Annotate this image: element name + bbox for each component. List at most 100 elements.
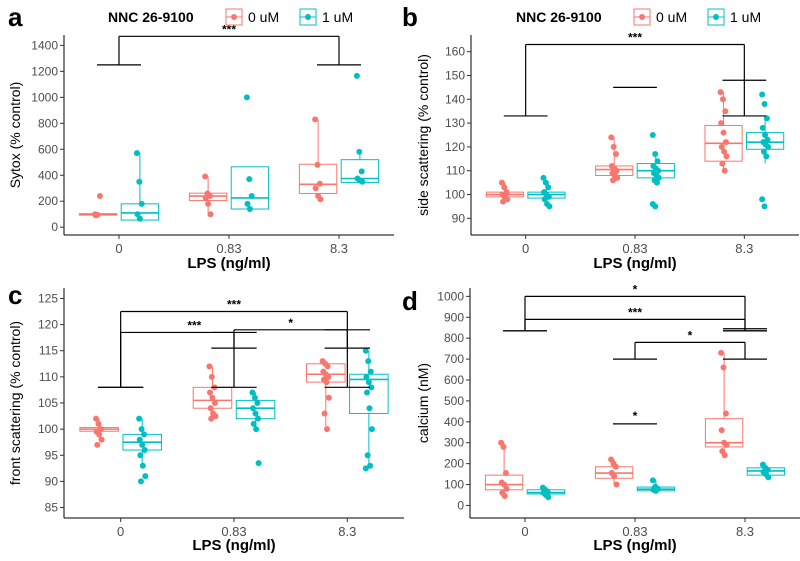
data-point xyxy=(141,447,148,454)
y-tick-label: 130 xyxy=(445,116,465,130)
legend-title: NNC 26-9100 xyxy=(108,9,194,25)
chart-panel-d: d 0 100 200 300 400 500 600 700 800 900 1000 0 0.83 8.… xyxy=(402,282,800,554)
y-tick-label: 600 xyxy=(444,373,464,387)
data-point xyxy=(254,400,261,406)
data-point xyxy=(312,116,319,123)
data-point xyxy=(252,410,259,417)
data-point xyxy=(323,379,330,386)
box-1uM-8.3 xyxy=(349,347,389,472)
data-point xyxy=(364,389,371,396)
x-tick-label: 8.3 xyxy=(735,241,753,256)
data-point xyxy=(205,200,212,207)
panel-letter: c xyxy=(8,280,22,310)
data-point xyxy=(765,143,772,150)
box-0uM-8.3 xyxy=(306,358,346,433)
data-point xyxy=(250,420,257,427)
data-point xyxy=(613,481,620,488)
data-point xyxy=(649,477,656,484)
data-point xyxy=(721,452,728,459)
data-point xyxy=(202,194,209,201)
data-point xyxy=(97,426,104,433)
data-point xyxy=(718,349,725,356)
data-point xyxy=(501,184,508,191)
significance-annotation: *** xyxy=(98,318,257,388)
data-point xyxy=(502,470,509,477)
data-point xyxy=(365,379,372,386)
data-point xyxy=(718,427,725,434)
panel-letter: d xyxy=(402,286,418,316)
data-point xyxy=(137,478,144,485)
data-point xyxy=(760,148,767,155)
legend-label: 1 uM xyxy=(322,9,353,25)
significance-annotation: * xyxy=(613,328,767,360)
box-1uM-8.3 xyxy=(746,91,785,210)
data-point xyxy=(763,115,770,122)
data-point xyxy=(368,384,375,391)
data-point xyxy=(763,153,770,160)
y-tick-label: 115 xyxy=(39,344,58,358)
data-point xyxy=(136,215,143,222)
y-axis-label: Sytox (% control) xyxy=(7,82,23,189)
box-1uM-0.83 xyxy=(636,132,675,210)
data-point xyxy=(717,89,724,96)
x-tick-label: 0 xyxy=(521,524,528,539)
y-tick-label: 105 xyxy=(38,396,58,410)
sig-label: * xyxy=(688,328,693,342)
data-point xyxy=(611,473,618,480)
data-point xyxy=(367,368,374,375)
data-point xyxy=(249,389,256,396)
data-point xyxy=(652,203,659,210)
data-point xyxy=(139,441,146,448)
y-tick-label: 0 xyxy=(457,498,464,512)
data-point xyxy=(546,203,553,210)
data-point xyxy=(545,494,552,501)
box-1uM-0 xyxy=(122,415,162,485)
data-point xyxy=(92,212,99,219)
y-tick-label: 85 xyxy=(45,501,59,515)
box-1uM-0.83 xyxy=(235,389,276,467)
data-point xyxy=(138,200,145,207)
data-point xyxy=(136,436,143,443)
box-body xyxy=(704,418,744,448)
data-point xyxy=(761,203,768,210)
data-point xyxy=(202,173,209,180)
data-point xyxy=(207,389,214,396)
x-axis-label: LPS (ng/ml) xyxy=(593,255,676,272)
x-tick-label: 8.3 xyxy=(330,241,348,256)
y-tick-label: 100 xyxy=(38,422,58,436)
box-1uM-8.3 xyxy=(340,72,380,185)
data-point xyxy=(362,465,369,472)
data-point xyxy=(314,161,321,168)
box-0uM-0 xyxy=(79,415,119,448)
chart-panel-c: c 85 90 95 100 105 110 115 120 125 0 0.83 8.3 LPS (ng… xyxy=(7,280,404,554)
x-tick-label: 0.83 xyxy=(221,524,246,539)
data-point xyxy=(610,143,617,150)
data-point xyxy=(244,200,251,207)
data-point xyxy=(358,168,365,175)
data-point xyxy=(317,196,324,203)
x-tick-label: 8.3 xyxy=(338,524,356,539)
y-tick-label: 400 xyxy=(38,168,58,182)
sig-label: *** xyxy=(628,305,642,319)
y-tick-label: 200 xyxy=(38,194,58,208)
data-point xyxy=(316,180,323,187)
box-body xyxy=(349,373,389,414)
sig-label: * xyxy=(633,282,638,296)
data-point xyxy=(321,410,328,417)
data-point xyxy=(253,426,260,433)
data-point xyxy=(368,426,375,433)
data-point xyxy=(503,485,510,492)
data-point xyxy=(251,394,258,401)
chart-panel-a: a 0 200 400 600 800 1000 1200 1400 0 0.83 8.3 LPS (n… xyxy=(7,2,394,272)
y-tick-label: 200 xyxy=(444,457,464,471)
data-point xyxy=(722,139,729,146)
y-tick-label: 700 xyxy=(444,352,464,366)
data-point xyxy=(248,193,255,200)
y-axis-label: side scattering (% control) xyxy=(415,54,431,216)
data-point xyxy=(762,132,769,138)
sig-label: *** xyxy=(222,22,236,36)
data-point xyxy=(765,474,772,481)
y-tick-label: 110 xyxy=(446,164,465,178)
data-point xyxy=(500,198,507,205)
